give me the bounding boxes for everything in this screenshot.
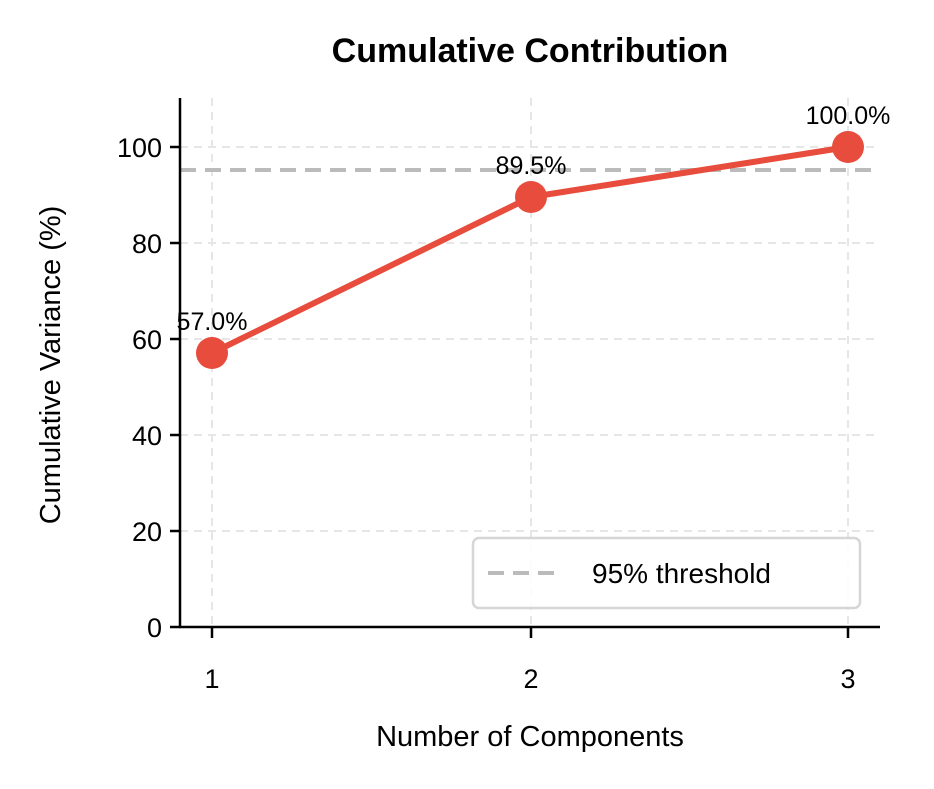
legend: 95% threshold xyxy=(471,536,862,610)
y-ticks xyxy=(170,145,180,629)
legend-label: 95% threshold xyxy=(592,558,771,589)
svg-text:3: 3 xyxy=(840,664,855,694)
series-markers xyxy=(196,131,864,369)
svg-text:80: 80 xyxy=(132,229,162,259)
chart-title: Cumulative Contribution xyxy=(332,32,729,70)
svg-text:89.5%: 89.5% xyxy=(496,152,567,180)
y-axis-label: Cumulative Variance (%) xyxy=(35,206,67,525)
svg-text:2: 2 xyxy=(523,664,538,694)
svg-text:20: 20 xyxy=(132,517,162,547)
x-ticks xyxy=(210,627,850,638)
svg-text:57.0%: 57.0% xyxy=(177,308,248,336)
svg-text:0: 0 xyxy=(147,613,162,643)
svg-text:40: 40 xyxy=(132,421,162,451)
data-labels: 57.0% 89.5% 100.0% xyxy=(177,102,891,336)
y-tick-labels: 0 20 40 60 80 100 xyxy=(117,133,162,643)
x-axis-label: Number of Components xyxy=(376,721,684,753)
svg-text:100.0%: 100.0% xyxy=(806,102,891,130)
svg-text:1: 1 xyxy=(204,664,219,694)
svg-text:100: 100 xyxy=(117,133,162,163)
svg-text:60: 60 xyxy=(132,325,162,355)
x-tick-labels: 1 2 3 xyxy=(204,664,855,694)
